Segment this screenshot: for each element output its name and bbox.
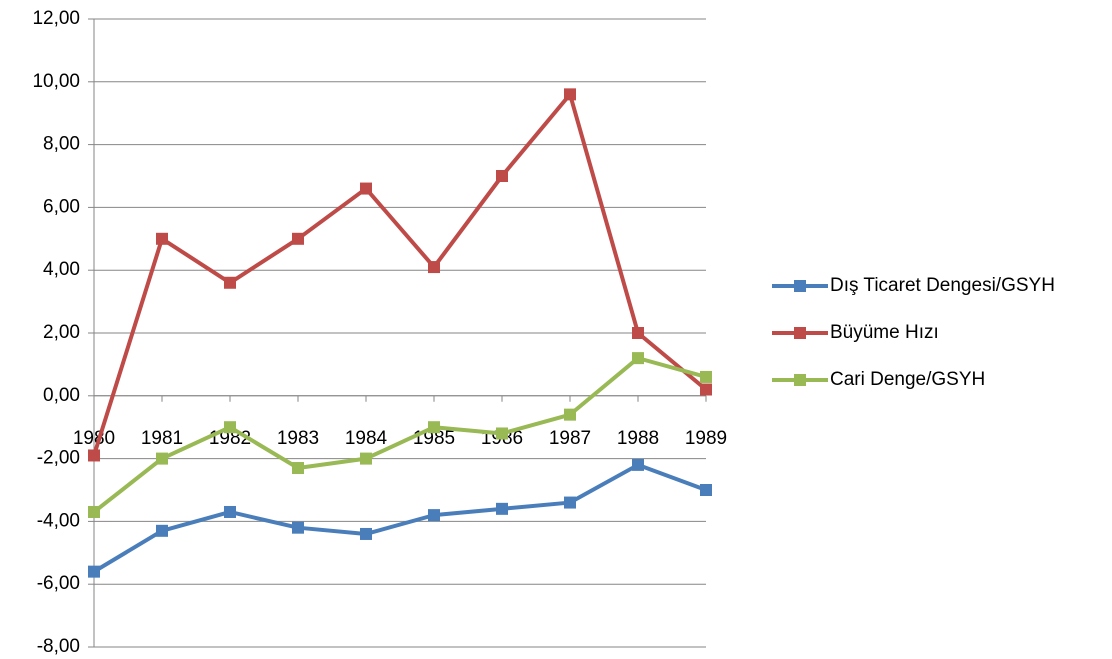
marker xyxy=(88,449,100,462)
marker xyxy=(428,261,440,274)
x-tick-label: 1983 xyxy=(277,428,319,449)
x-tick-label: 1987 xyxy=(549,428,591,449)
y-tick-label: 2,00 xyxy=(43,322,80,343)
marker xyxy=(360,452,372,465)
marker xyxy=(224,505,236,518)
series-line xyxy=(92,92,708,457)
y-tick-label: -2,00 xyxy=(37,448,80,469)
y-tick-label: 10,00 xyxy=(32,71,80,92)
marker xyxy=(496,427,508,440)
marker xyxy=(88,565,100,578)
marker xyxy=(224,276,236,289)
legend-label: Cari Denge/GSYH xyxy=(830,369,985,390)
x-tick-label: 1981 xyxy=(141,428,183,449)
marker xyxy=(156,232,168,245)
y-tick-label: 6,00 xyxy=(43,196,80,217)
x-tick-label: 1984 xyxy=(345,428,388,449)
y-tick-label: -8,00 xyxy=(37,636,80,657)
marker xyxy=(156,524,168,537)
x-tick-label: 1989 xyxy=(685,428,727,449)
marker xyxy=(564,88,576,101)
y-tick-label: 4,00 xyxy=(43,259,80,280)
marker xyxy=(496,502,508,515)
y-tick-label: -6,00 xyxy=(37,573,80,594)
marker xyxy=(428,421,440,434)
marker xyxy=(700,370,712,383)
legend-marker xyxy=(794,280,806,292)
marker xyxy=(224,421,236,434)
y-tick-label: 8,00 xyxy=(43,134,80,155)
legend-marker xyxy=(794,374,806,386)
marker xyxy=(292,521,304,534)
marker xyxy=(88,505,100,518)
marker xyxy=(632,458,644,471)
marker xyxy=(564,496,576,509)
marker xyxy=(700,383,712,396)
marker xyxy=(632,327,644,339)
marker xyxy=(632,352,644,365)
series-line xyxy=(92,356,707,514)
marker xyxy=(156,452,168,465)
y-tick-label: 0,00 xyxy=(43,385,80,406)
y-tick-label: -4,00 xyxy=(37,510,80,531)
y-tick-label: 12,00 xyxy=(32,8,80,29)
x-tick-label: 1980 xyxy=(73,428,115,449)
marker xyxy=(496,170,508,182)
series-line xyxy=(92,462,707,574)
marker xyxy=(360,182,372,195)
legend-label: Dış Ticaret Dengesi/GSYH xyxy=(830,275,1055,296)
legend-label: Büyüme Hızı xyxy=(830,322,939,343)
marker xyxy=(292,232,304,245)
marker xyxy=(292,462,304,475)
marker xyxy=(360,527,372,540)
x-tick-label: 1988 xyxy=(617,428,659,449)
legend-marker xyxy=(794,327,806,339)
marker xyxy=(428,509,440,522)
marker xyxy=(564,408,576,421)
marker xyxy=(700,484,712,496)
